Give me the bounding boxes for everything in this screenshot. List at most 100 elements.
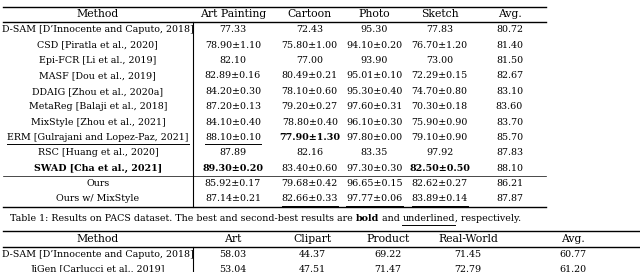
Text: 95.01±0.10: 95.01±0.10 [346,72,403,81]
Text: 84.20±0.30: 84.20±0.30 [205,87,261,96]
Text: 82.67: 82.67 [496,72,523,81]
Text: Ours w/ MixStyle: Ours w/ MixStyle [56,194,140,203]
Text: Avg.: Avg. [497,10,522,20]
Text: 82.89±0.16: 82.89±0.16 [205,72,261,81]
Text: 79.20±0.27: 79.20±0.27 [282,102,338,111]
Text: 61.20: 61.20 [559,265,587,272]
Text: , respectively.: , respectively. [455,214,521,222]
Text: 83.60: 83.60 [496,102,523,111]
Text: 81.50: 81.50 [496,56,523,65]
Text: Table 1: Results on PACS dataset. The best and second-best results are: Table 1: Results on PACS dataset. The be… [10,214,355,222]
Text: 71.47: 71.47 [374,265,401,272]
Text: 96.10±0.30: 96.10±0.30 [346,118,403,126]
Text: 83.70: 83.70 [496,118,523,126]
Text: 77.83: 77.83 [426,25,453,34]
Text: Art Painting: Art Painting [200,10,266,20]
Text: 85.92±0.17: 85.92±0.17 [205,179,261,188]
Text: 82.10: 82.10 [220,56,246,65]
Text: 80.72: 80.72 [496,25,523,34]
Text: 82.62±0.27: 82.62±0.27 [412,179,468,188]
Text: 53.04: 53.04 [220,265,246,272]
Text: 89.30±0.20: 89.30±0.20 [202,164,264,173]
Text: 96.65±0.15: 96.65±0.15 [346,179,403,188]
Text: 70.30±0.18: 70.30±0.18 [412,102,468,111]
Text: DDAIG [Zhou et al., 2020a]: DDAIG [Zhou et al., 2020a] [33,87,163,96]
Text: Method: Method [77,234,119,244]
Text: 78.90±1.10: 78.90±1.10 [205,41,261,50]
Text: 87.20±0.13: 87.20±0.13 [205,102,261,111]
Text: 95.30: 95.30 [361,25,388,34]
Text: 97.60±0.31: 97.60±0.31 [346,102,403,111]
Text: D-SAM [D’Innocente and Caputo, 2018]: D-SAM [D’Innocente and Caputo, 2018] [2,250,194,259]
Text: 73.00: 73.00 [426,56,453,65]
Text: Cartoon: Cartoon [288,10,332,20]
Text: Product: Product [366,234,410,244]
Text: Real-World: Real-World [438,234,498,244]
Text: 44.37: 44.37 [299,250,326,259]
Text: 83.89±0.14: 83.89±0.14 [412,194,468,203]
Text: Photo: Photo [358,10,390,20]
Text: 60.77: 60.77 [559,250,587,259]
Text: 97.30±0.30: 97.30±0.30 [346,164,403,173]
Text: 58.03: 58.03 [220,250,246,259]
Text: MixStyle [Zhou et al., 2021]: MixStyle [Zhou et al., 2021] [31,118,165,126]
Text: 72.79: 72.79 [454,265,481,272]
Text: MetaReg [Balaji et al., 2018]: MetaReg [Balaji et al., 2018] [29,102,167,111]
Text: 83.10: 83.10 [496,87,523,96]
Text: ERM [Gulrajani and Lopez-Paz, 2021]: ERM [Gulrajani and Lopez-Paz, 2021] [7,133,189,142]
Text: 87.14±0.21: 87.14±0.21 [205,194,261,203]
Text: 88.10: 88.10 [496,164,523,173]
Text: Epi-FCR [Li et al., 2019]: Epi-FCR [Li et al., 2019] [39,56,157,65]
Text: Art: Art [224,234,242,244]
Text: 78.80±0.40: 78.80±0.40 [282,118,338,126]
Text: 77.90±1.30: 77.90±1.30 [279,133,340,142]
Text: Avg.: Avg. [561,234,585,244]
Text: 75.90±0.90: 75.90±0.90 [412,118,468,126]
Text: 82.50±0.50: 82.50±0.50 [409,164,470,173]
Text: 97.77±0.06: 97.77±0.06 [346,194,403,203]
Text: D-SAM [D’Innocente and Caputo, 2018]: D-SAM [D’Innocente and Caputo, 2018] [2,25,194,34]
Text: 80.49±0.21: 80.49±0.21 [282,72,338,81]
Text: 75.80±1.00: 75.80±1.00 [282,41,338,50]
Text: 88.10±0.10: 88.10±0.10 [205,133,261,142]
Text: JiGen [Carlucci et al., 2019]: JiGen [Carlucci et al., 2019] [31,265,165,272]
Text: 97.80±0.00: 97.80±0.00 [346,133,403,142]
Text: 78.10±0.60: 78.10±0.60 [282,87,338,96]
Text: 47.51: 47.51 [299,265,326,272]
Text: RSC [Huang et al., 2020]: RSC [Huang et al., 2020] [38,148,158,157]
Text: 69.22: 69.22 [374,250,401,259]
Text: 79.68±0.42: 79.68±0.42 [282,179,338,188]
Text: 87.83: 87.83 [496,148,523,157]
Text: 97.92: 97.92 [426,148,453,157]
Text: 95.30±0.40: 95.30±0.40 [346,87,403,96]
Text: 93.90: 93.90 [361,56,388,65]
Text: Sketch: Sketch [421,10,458,20]
Text: 87.87: 87.87 [496,194,523,203]
Text: CSD [Piratla et al., 2020]: CSD [Piratla et al., 2020] [38,41,158,50]
Text: 87.89: 87.89 [220,148,246,157]
Text: Method: Method [77,10,119,20]
Text: MASF [Dou et al., 2019]: MASF [Dou et al., 2019] [40,72,156,81]
Text: 74.70±0.80: 74.70±0.80 [412,87,468,96]
Text: 72.43: 72.43 [296,25,323,34]
Text: 86.21: 86.21 [496,179,523,188]
Text: bold: bold [355,214,379,222]
Text: 94.10±0.20: 94.10±0.20 [346,41,403,50]
Text: 83.40±0.60: 83.40±0.60 [282,164,338,173]
Text: 77.00: 77.00 [296,56,323,65]
Text: 71.45: 71.45 [454,250,481,259]
Text: 84.10±0.40: 84.10±0.40 [205,118,261,126]
Text: underlined: underlined [403,214,455,222]
Text: 82.16: 82.16 [296,148,323,157]
Text: 72.29±0.15: 72.29±0.15 [412,72,468,81]
Text: Clipart: Clipart [293,234,332,244]
Text: Ours: Ours [86,179,109,188]
Text: 76.70±1.20: 76.70±1.20 [412,41,468,50]
Text: 85.70: 85.70 [496,133,523,142]
Text: 79.10±0.90: 79.10±0.90 [412,133,468,142]
Text: 82.66±0.33: 82.66±0.33 [282,194,338,203]
Text: 83.35: 83.35 [361,148,388,157]
Text: 77.33: 77.33 [220,25,246,34]
Text: and: and [379,214,403,222]
Text: SWAD [Cha et al., 2021]: SWAD [Cha et al., 2021] [34,164,162,173]
